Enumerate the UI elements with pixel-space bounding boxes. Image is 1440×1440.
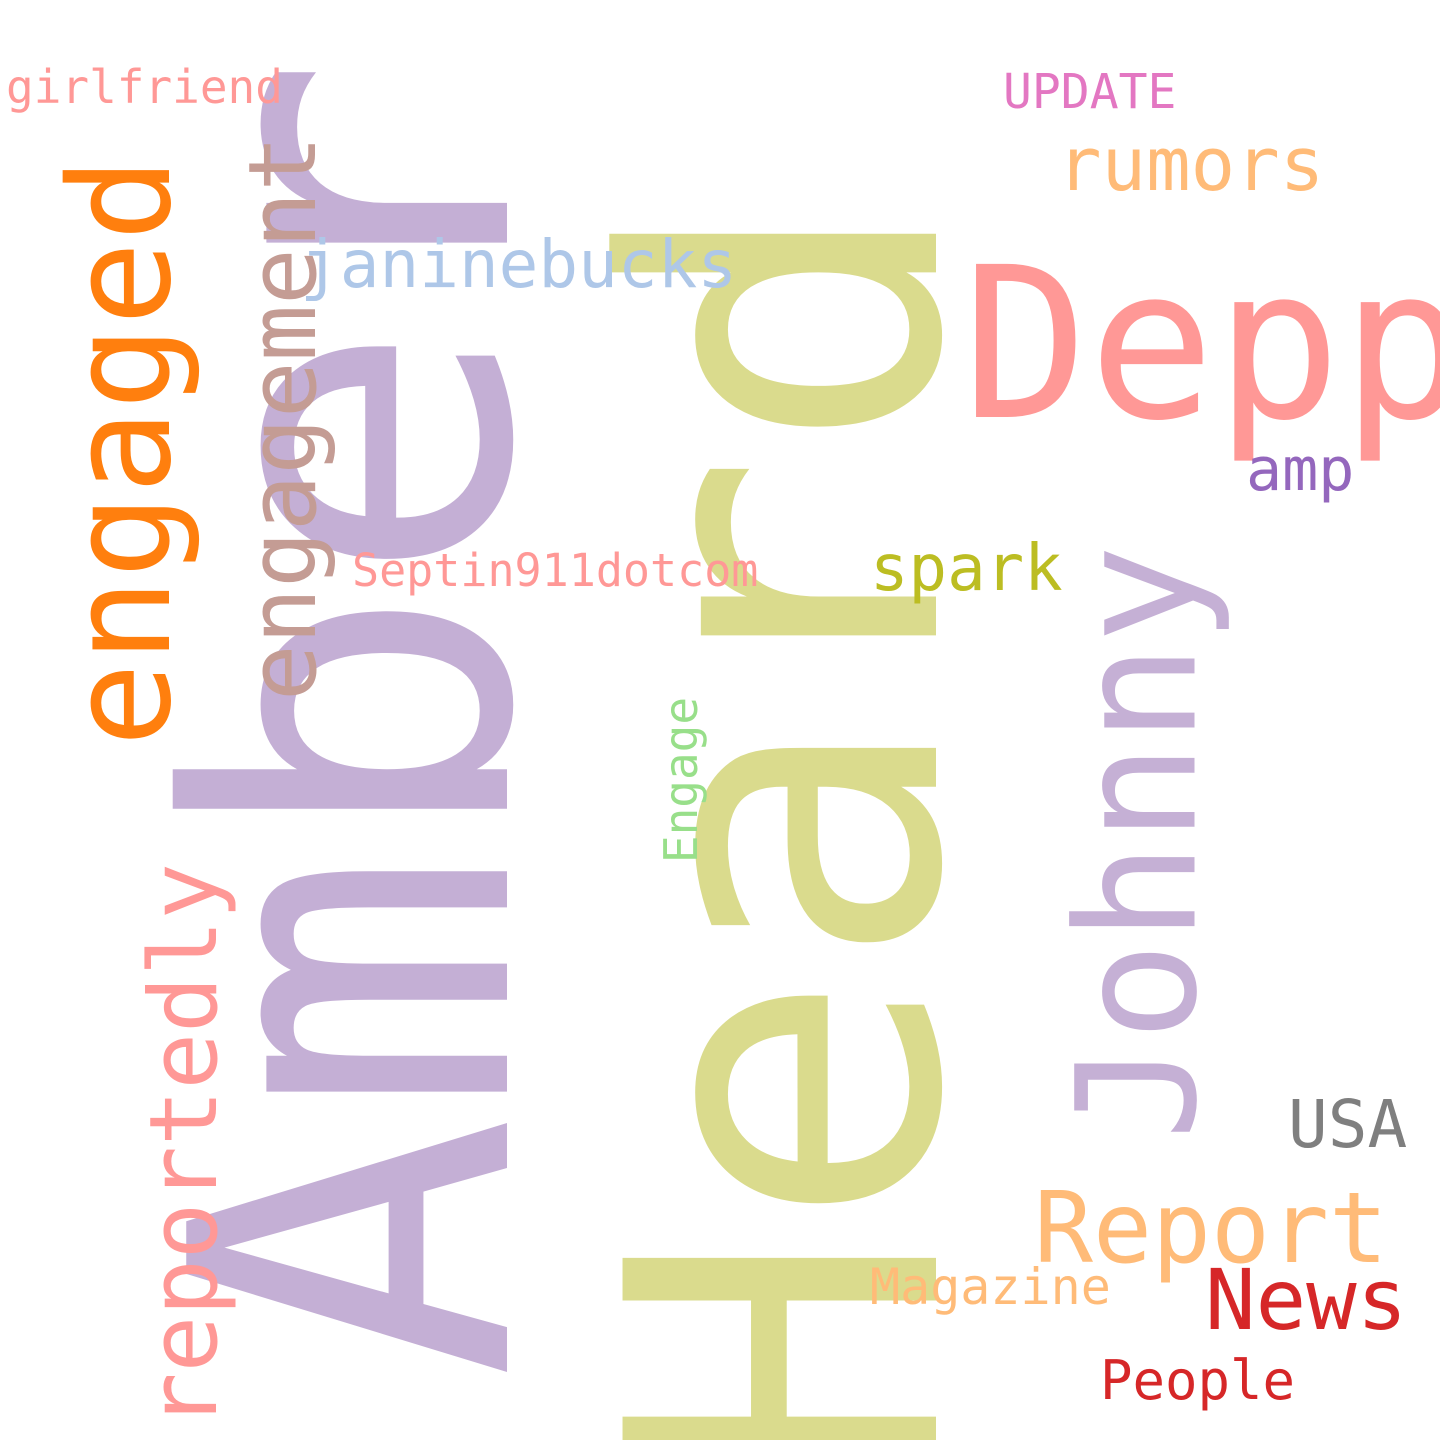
- word-depp: Depp: [962, 222, 1440, 467]
- word-janinebucks: janinebucks: [300, 226, 738, 303]
- word-magazine: Magazine: [870, 1258, 1111, 1316]
- word-johnny: Johnny: [1041, 544, 1234, 1141]
- word-rumors: rumors: [1057, 122, 1325, 208]
- word-usa: USA: [1288, 1086, 1408, 1163]
- word-reportedly: reportedly: [130, 863, 239, 1429]
- word-amp: amp: [1246, 435, 1355, 505]
- word-girlfriend: girlfriend: [6, 60, 283, 114]
- word-engage: Engage: [654, 696, 708, 864]
- word-septin911dotcom: Septin911dotcom: [352, 544, 759, 597]
- word-engagement: engagement: [229, 135, 338, 701]
- word-report: Report: [1034, 1172, 1389, 1286]
- word-people: People: [1100, 1349, 1296, 1412]
- word-news: News: [1205, 1251, 1408, 1349]
- word-update: UPDATE: [1003, 64, 1177, 120]
- word-spark: spark: [870, 532, 1063, 606]
- word-engaged: engaged: [40, 157, 203, 748]
